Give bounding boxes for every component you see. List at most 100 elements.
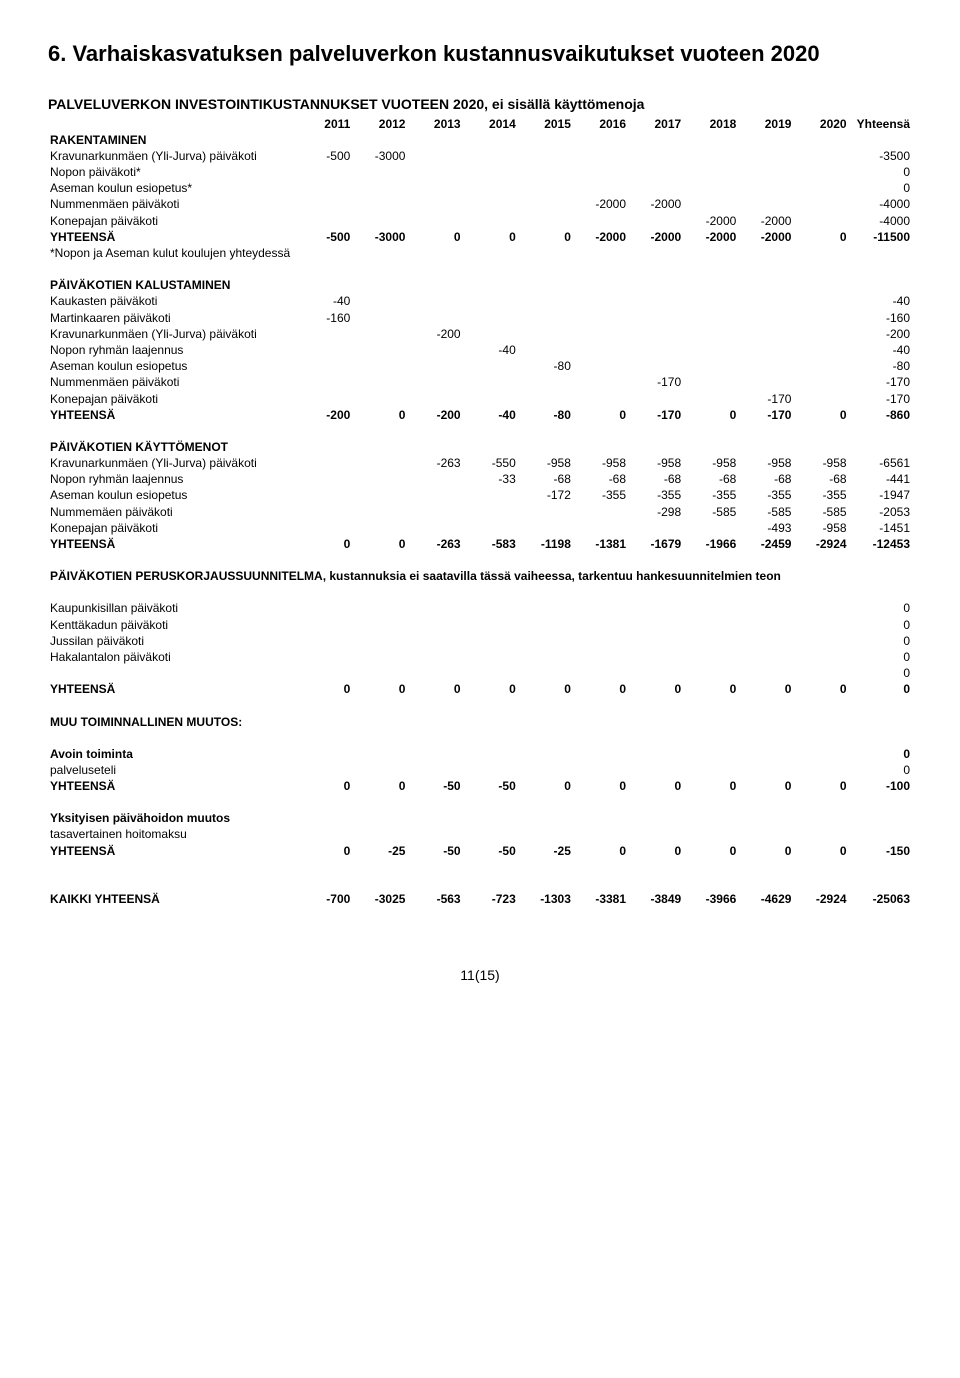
row-label: palveluseteli [48, 762, 297, 778]
cell: -1679 [628, 536, 683, 552]
cell [683, 649, 738, 665]
cell [628, 213, 683, 229]
cell: 0 [793, 229, 848, 245]
cell [793, 374, 848, 390]
cell [573, 326, 628, 342]
cell: -355 [628, 487, 683, 503]
cell [297, 196, 352, 212]
cell: -958 [793, 520, 848, 536]
cell [628, 826, 683, 842]
cell: -493 [738, 520, 793, 536]
cell [793, 148, 848, 164]
cell [573, 746, 628, 762]
cell: -550 [463, 455, 518, 471]
row-label: Martinkaaren päiväkoti [48, 310, 297, 326]
cell: -958 [793, 455, 848, 471]
cell [738, 164, 793, 180]
row-label: Kravunarkunmäen (Yli-Jurva) päiväkoti [48, 455, 297, 471]
cell: 0 [849, 649, 912, 665]
cell: 0 [297, 778, 352, 794]
cell [683, 310, 738, 326]
cell [518, 520, 573, 536]
cell [463, 487, 518, 503]
cell: -3025 [352, 891, 407, 907]
page-footer: 11(15) [48, 967, 912, 983]
cell: -355 [683, 487, 738, 503]
cell: 0 [463, 229, 518, 245]
cell: 0 [628, 778, 683, 794]
cell [573, 342, 628, 358]
cell [793, 746, 848, 762]
cell [683, 391, 738, 407]
cell: 0 [849, 633, 912, 649]
cell [628, 148, 683, 164]
cell: -25063 [849, 891, 912, 907]
cell: -2000 [738, 213, 793, 229]
table-row: YHTEENSÄ-500-3000000-2000-2000-2000-2000… [48, 229, 912, 245]
cell: -4629 [738, 891, 793, 907]
cell [628, 810, 683, 826]
cell [793, 633, 848, 649]
cell [573, 164, 628, 180]
cell: -200 [407, 326, 462, 342]
cell: -1303 [518, 891, 573, 907]
cell [352, 180, 407, 196]
cell [628, 520, 683, 536]
cell [297, 487, 352, 503]
cell: -200 [849, 326, 912, 342]
cell [352, 196, 407, 212]
cell [738, 665, 793, 681]
cell [518, 826, 573, 842]
year-header: 2020 [793, 116, 848, 132]
cell [683, 746, 738, 762]
cell [463, 391, 518, 407]
cell [683, 520, 738, 536]
cell [352, 326, 407, 342]
cell [407, 762, 462, 778]
cell [463, 310, 518, 326]
cell [407, 391, 462, 407]
cell [518, 746, 573, 762]
cell [738, 633, 793, 649]
cell: -500 [297, 148, 352, 164]
cell [463, 148, 518, 164]
cell: -170 [628, 407, 683, 423]
cell [738, 148, 793, 164]
row-label: Kaupunkisillan päiväkoti [48, 600, 297, 616]
cell [407, 471, 462, 487]
cell: -1966 [683, 536, 738, 552]
section-title-row: MUU TOIMINNALLINEN MUUTOS: [48, 714, 912, 730]
cell [628, 762, 683, 778]
row-label: Kenttäkadun päiväkoti [48, 617, 297, 633]
cell: -2459 [738, 536, 793, 552]
cell [683, 358, 738, 374]
cell [793, 245, 848, 261]
cell [573, 520, 628, 536]
cell: -958 [738, 455, 793, 471]
cell [573, 245, 628, 261]
cell [683, 164, 738, 180]
cell [793, 358, 848, 374]
cell: -2000 [683, 229, 738, 245]
cell [352, 455, 407, 471]
cell [573, 358, 628, 374]
row-label: Avoin toiminta [48, 746, 297, 762]
cell: -2000 [628, 196, 683, 212]
cell [628, 358, 683, 374]
table-row: YHTEENSÄ00000000000 [48, 681, 912, 697]
cell [297, 391, 352, 407]
cell: -200 [407, 407, 462, 423]
row-label: YHTEENSÄ [48, 407, 297, 423]
cell [352, 762, 407, 778]
year-header-row: 2011201220132014201520162017201820192020… [48, 116, 912, 132]
cell [407, 633, 462, 649]
cell: 0 [849, 681, 912, 697]
cell [352, 617, 407, 633]
cell [297, 180, 352, 196]
cell: -3966 [683, 891, 738, 907]
page-title: 6. Varhaiskasvatuksen palveluverkon kust… [48, 40, 912, 68]
table-row: Konepajan päiväkoti-493-958-1451 [48, 520, 912, 536]
row-label: Hakalantalon päiväkoti [48, 649, 297, 665]
cell [297, 617, 352, 633]
cell [793, 342, 848, 358]
